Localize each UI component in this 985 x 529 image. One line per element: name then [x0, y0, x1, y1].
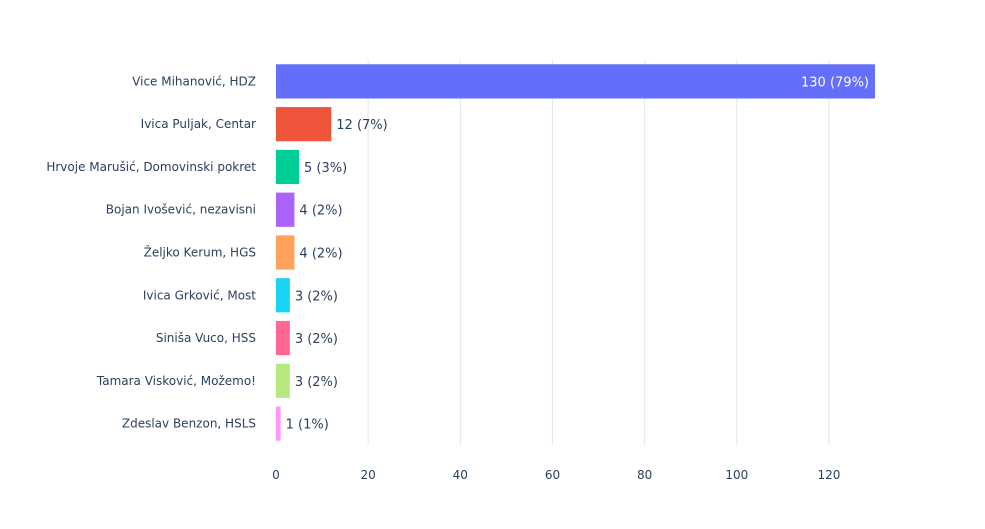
bar [276, 363, 290, 398]
category-label: Siniša Vuco, HSS [156, 331, 256, 345]
bars [276, 64, 875, 441]
bar [276, 406, 281, 441]
data-labels: 130 (79%) 12 (7%) 5 (3%) 4 (2%) 4 (2%) 3 (2%)… [286, 75, 869, 432]
x-tick-label: 120 [817, 468, 840, 482]
data-label: 1 (1%) [286, 418, 329, 433]
data-label: 12 (7%) [336, 118, 387, 133]
bar [276, 192, 295, 227]
category-label: Vice Mihanović, HDZ [132, 74, 256, 88]
category-label: Željko Kerum, HGS [144, 245, 256, 260]
x-tick-label: 60 [545, 468, 560, 482]
category-label: Ivica Grković, Most [143, 288, 256, 302]
category-label: Hrvoje Marušić, Domovinski pokret [46, 160, 256, 174]
grid-lines [367, 60, 830, 445]
bar [276, 149, 300, 185]
data-label: 130 (79%) [801, 75, 869, 90]
data-label: 3 (2%) [295, 289, 338, 304]
bar [276, 235, 295, 270]
bar [276, 278, 290, 313]
category-label: Ivica Puljak, Centar [141, 117, 256, 131]
bar [276, 320, 290, 356]
x-tick-labels: 0 20 40 60 80 100 120 [272, 468, 840, 482]
category-label: Tamara Visković, Možemo! [96, 374, 256, 388]
data-label: 5 (3%) [304, 161, 347, 176]
x-tick-label: 0 [272, 468, 280, 482]
category-label: Zdeslav Benzon, HSLS [122, 417, 256, 431]
bar [276, 64, 875, 99]
x-tick-label: 80 [637, 468, 652, 482]
data-label: 3 (2%) [295, 332, 338, 347]
category-labels: Vice Mihanović, HDZ Ivica Puljak, Centar H… [46, 74, 256, 430]
x-tick-label: 40 [453, 468, 468, 482]
data-label: 4 (2%) [299, 204, 342, 219]
data-label: 3 (2%) [295, 375, 338, 390]
category-label: Bojan Ivošević, nezavisni [106, 203, 256, 217]
bar [276, 107, 332, 142]
x-tick-label: 100 [725, 468, 748, 482]
x-tick-label: 20 [361, 468, 376, 482]
data-label: 4 (2%) [299, 247, 342, 262]
